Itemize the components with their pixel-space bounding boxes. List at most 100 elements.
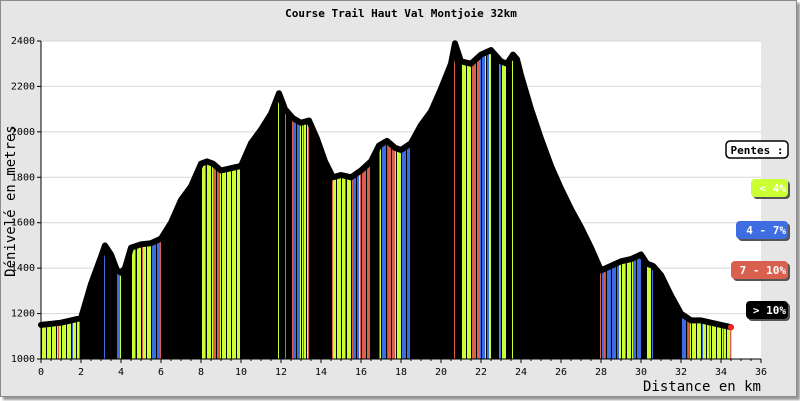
slope-bar xyxy=(687,317,689,359)
slope-bar xyxy=(134,246,136,359)
slope-bar xyxy=(304,121,306,359)
slope-bar xyxy=(66,321,68,359)
slope-bar xyxy=(427,116,429,359)
slope-bar xyxy=(108,249,110,359)
slope-bar xyxy=(343,175,345,359)
slope-bar xyxy=(128,257,130,359)
slope-bar xyxy=(302,122,304,359)
slope-bar xyxy=(340,175,342,359)
slope-bar xyxy=(412,141,414,359)
slope-bar xyxy=(63,322,65,359)
slope-bar xyxy=(70,320,72,359)
slope-bar xyxy=(149,243,151,359)
slope-bar xyxy=(658,271,660,359)
slope-bar xyxy=(615,264,617,359)
slope-bar xyxy=(188,190,190,359)
slope-bar xyxy=(698,320,700,359)
slope-bar xyxy=(416,134,418,359)
slope-bar xyxy=(373,157,375,359)
slope-bar xyxy=(630,259,632,359)
slope-bar xyxy=(627,259,629,359)
slope-bar xyxy=(312,127,314,359)
slope-bar xyxy=(281,98,283,360)
slope-bar xyxy=(710,322,712,359)
slope-bar xyxy=(46,324,48,359)
slope-bar xyxy=(98,264,100,359)
slope-bar xyxy=(502,61,504,359)
slope-bar xyxy=(270,115,272,359)
slope-bar xyxy=(442,86,444,360)
slope-bar xyxy=(667,287,669,359)
slope-bar xyxy=(424,120,426,359)
slope-bar xyxy=(675,302,677,359)
slope-bar xyxy=(578,221,580,359)
slope-bar xyxy=(586,237,588,359)
slope-bar xyxy=(443,83,445,360)
slope-bar xyxy=(90,287,92,359)
legend-label: > 10% xyxy=(753,304,786,317)
slope-bar xyxy=(559,184,561,359)
slope-bar xyxy=(428,115,430,359)
slope-bar xyxy=(251,143,253,359)
slope-bar xyxy=(299,121,301,359)
slope-bar xyxy=(221,170,223,359)
slope-bar xyxy=(489,50,491,359)
slope-bar xyxy=(435,102,437,359)
slope-bar xyxy=(84,307,86,359)
slope-bar xyxy=(548,157,550,359)
slope-bar xyxy=(94,275,96,359)
y-tick-label: 2200 xyxy=(11,81,35,92)
slope-bar xyxy=(79,318,81,359)
slope-bar xyxy=(476,59,478,360)
slope-bar xyxy=(700,320,702,359)
slope-bar xyxy=(475,60,477,360)
slope-bar xyxy=(393,146,395,359)
slope-bar xyxy=(356,173,358,359)
slope-bar xyxy=(601,270,603,359)
slope-bar xyxy=(510,59,512,360)
slope-bar xyxy=(379,145,381,359)
slope-bar xyxy=(647,263,649,359)
slope-bar xyxy=(368,164,370,359)
slope-bar xyxy=(657,270,659,359)
slope-bar xyxy=(59,322,61,359)
slope-bar xyxy=(192,184,194,359)
slope-bar xyxy=(588,241,590,359)
slope-bar xyxy=(569,204,571,359)
y-tick-label: 1400 xyxy=(11,263,35,274)
y-tick-labels: 1000 1200 1400 1600 1800 2000 2200 2400 xyxy=(11,36,41,365)
slope-bar xyxy=(501,61,503,359)
slope-bar xyxy=(497,56,499,360)
slope-bar xyxy=(590,245,592,359)
slope-bar xyxy=(385,142,387,359)
slope-bar xyxy=(517,59,519,360)
slope-bar xyxy=(472,62,474,359)
slope-bar xyxy=(560,186,562,359)
slope-bar xyxy=(359,171,361,359)
slope-bar xyxy=(653,265,655,359)
slope-bar xyxy=(119,271,121,359)
slope-bar xyxy=(109,251,111,359)
slope-bar xyxy=(727,326,729,359)
slope-bar xyxy=(719,324,721,359)
slope-bar xyxy=(102,253,104,359)
slope-bar xyxy=(555,175,557,359)
slope-bar xyxy=(392,145,394,359)
slope-bar xyxy=(141,244,143,359)
slope-bar xyxy=(266,121,268,359)
slope-bar xyxy=(383,143,385,359)
slope-bar xyxy=(621,261,623,359)
slope-bar xyxy=(701,320,703,359)
slope-bar xyxy=(285,109,287,360)
slope-bar xyxy=(316,136,318,359)
slope-bar xyxy=(310,122,312,360)
y-tick-label: 1600 xyxy=(11,218,35,229)
slope-bar xyxy=(337,176,339,359)
slope-bar xyxy=(61,322,63,359)
slope-bar xyxy=(490,50,492,359)
slope-bar xyxy=(314,131,316,359)
slope-bar xyxy=(542,141,544,359)
slope-bar xyxy=(291,115,293,359)
slope-bar xyxy=(633,258,635,359)
slope-bar xyxy=(521,75,523,360)
